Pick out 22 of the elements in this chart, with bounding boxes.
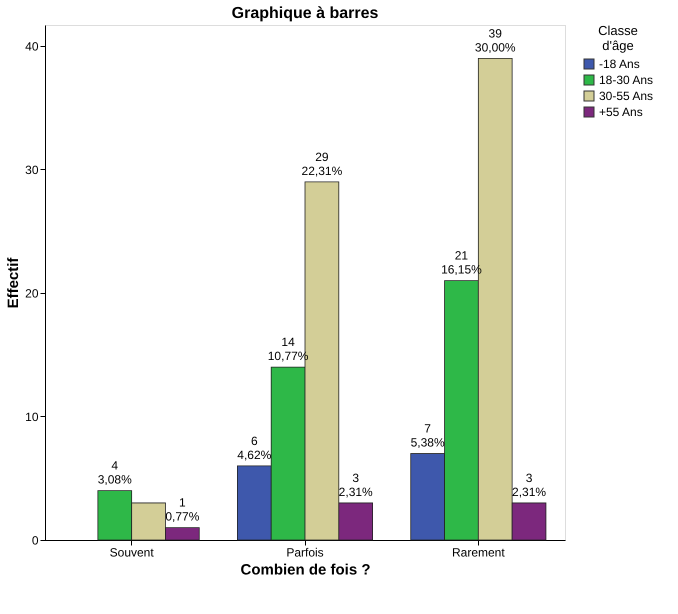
data-label: 3 2,31% [338, 470, 374, 499]
y-tick-label: 30 [25, 162, 39, 177]
legend-label: +55 Ans [599, 105, 643, 119]
chart-title: Graphique à barres [232, 5, 378, 22]
data-label: 39 30,00% [474, 26, 516, 54]
legend-label: 18-30 Ans [599, 73, 654, 87]
data-label: 3 2,31% [512, 470, 546, 499]
legend-label: 30-55 Ans [599, 89, 654, 103]
y-tick-label: 10 [25, 410, 39, 424]
x-axis-title: Combien de fois ? [240, 562, 371, 578]
x-tick-label: Parfois [286, 546, 324, 560]
legend-title: Classe d'âge [598, 23, 638, 53]
data-label: 4 3,08% [98, 458, 132, 487]
x-tick-label: Souvent [110, 546, 154, 560]
y-axis-title: Effectif [5, 256, 22, 308]
x-tick-label: Rarement [452, 546, 506, 560]
data-label: 6 4,62% [237, 434, 272, 462]
y-tick-label: 40 [25, 39, 39, 54]
y-tick-label: 0 [32, 534, 39, 548]
data-label: 29 22,31% [302, 150, 343, 178]
y-tick-label: 20 [25, 286, 39, 300]
legend-label: -18 Ans [599, 57, 640, 71]
